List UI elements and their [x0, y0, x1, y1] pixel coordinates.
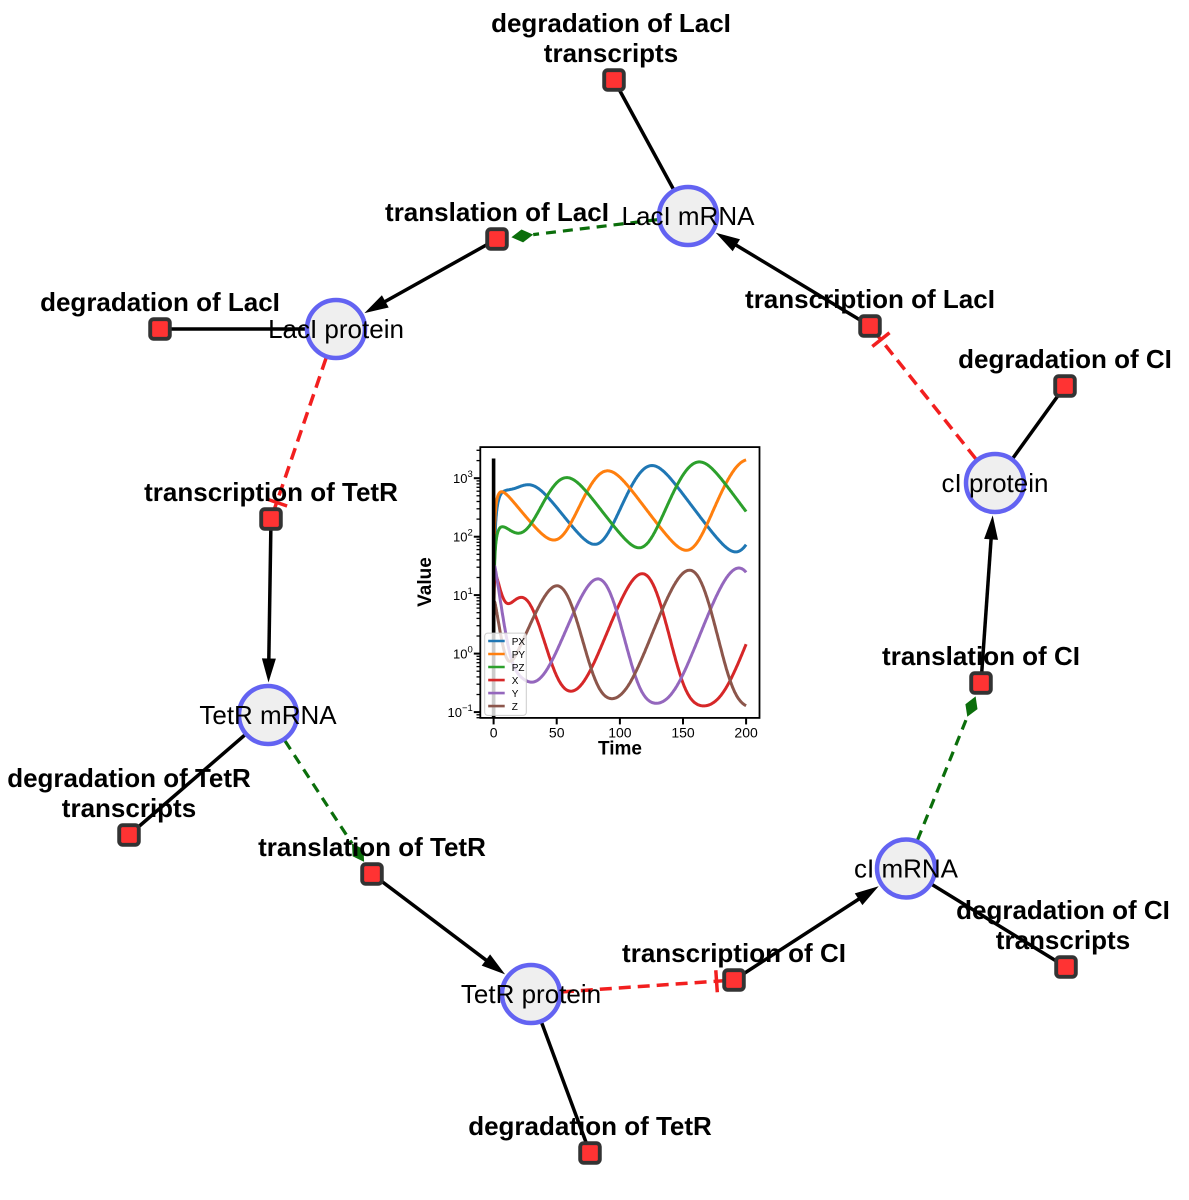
svg-text:Value: Value — [415, 557, 436, 607]
svg-text:transcripts: transcripts — [62, 793, 196, 823]
svg-text:transcription of TetR: transcription of TetR — [144, 477, 398, 507]
svg-text:10−1: 10−1 — [447, 703, 472, 720]
svg-text:translation of LacI: translation of LacI — [385, 197, 609, 227]
svg-text:100: 100 — [453, 645, 473, 662]
svg-text:Z: Z — [512, 702, 518, 713]
svg-text:102: 102 — [453, 528, 473, 545]
svg-text:Y: Y — [512, 689, 519, 700]
svg-text:150: 150 — [671, 724, 695, 740]
svg-text:TetR mRNA: TetR mRNA — [199, 700, 337, 730]
svg-text:LacI protein: LacI protein — [268, 314, 404, 344]
svg-text:translation of CI: translation of CI — [882, 641, 1080, 671]
svg-text:0: 0 — [490, 724, 498, 740]
svg-text:200: 200 — [734, 724, 758, 740]
svg-text:cI mRNA: cI mRNA — [854, 854, 959, 884]
svg-text:transcription of LacI: transcription of LacI — [745, 284, 995, 314]
svg-text:50: 50 — [549, 724, 565, 740]
svg-text:degradation of TetR: degradation of TetR — [468, 1111, 712, 1141]
svg-text:PX: PX — [512, 637, 526, 648]
svg-text:transcripts: transcripts — [544, 38, 678, 68]
svg-text:Time: Time — [598, 738, 642, 759]
svg-text:degradation of TetR: degradation of TetR — [7, 763, 251, 793]
svg-text:TetR protein: TetR protein — [461, 979, 601, 1009]
svg-text:transcription of CI: transcription of CI — [622, 938, 846, 968]
svg-text:PZ: PZ — [512, 663, 525, 674]
svg-text:transcripts: transcripts — [996, 925, 1130, 955]
svg-text:cI protein: cI protein — [942, 468, 1049, 498]
svg-text:101: 101 — [453, 586, 473, 603]
svg-text:100: 100 — [608, 724, 632, 740]
svg-text:translation of TetR: translation of TetR — [258, 832, 486, 862]
svg-text:LacI mRNA: LacI mRNA — [622, 201, 756, 231]
svg-text:X: X — [512, 676, 519, 687]
svg-text:degradation of LacI: degradation of LacI — [491, 8, 731, 38]
svg-text:103: 103 — [453, 469, 473, 486]
svg-text:degradation of LacI: degradation of LacI — [40, 287, 280, 317]
svg-text:degradation of CI: degradation of CI — [958, 344, 1172, 374]
svg-text:PY: PY — [512, 650, 526, 661]
svg-text:degradation of CI: degradation of CI — [956, 895, 1170, 925]
